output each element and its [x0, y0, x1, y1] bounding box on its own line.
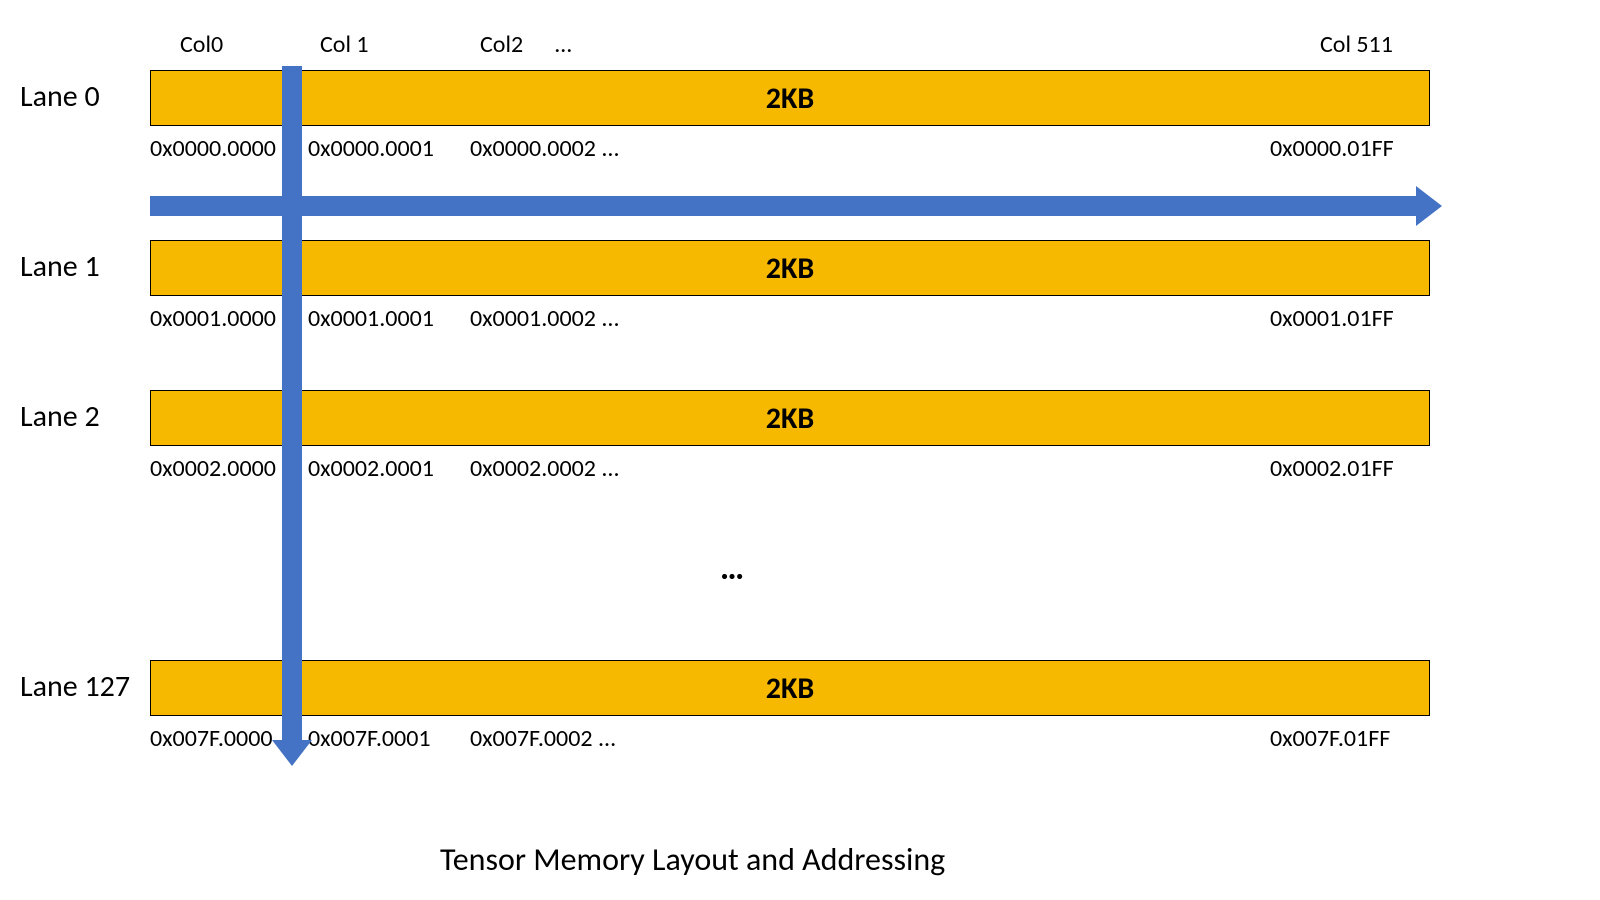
lane-bar-2: 2KB	[150, 390, 1430, 446]
col-header-ellipsis: …	[555, 30, 572, 59]
lane2-addr-last: 0x0002.01FF	[1270, 454, 1394, 483]
arrow-shaft	[150, 196, 1418, 216]
lane1-addr-0: 0x0001.0000	[150, 304, 276, 333]
lane-bar-1: 2KB	[150, 240, 1430, 296]
lane127-addr-1: 0x007F.0001	[308, 724, 431, 753]
arrow-right-icon	[1416, 186, 1442, 226]
lane1-addr-last: 0x0001.01FF	[1270, 304, 1394, 333]
lane-direction-arrow	[282, 66, 302, 764]
lane2-addr-1: 0x0002.0001	[308, 454, 434, 483]
lane127-addr-0: 0x007F.0000	[150, 724, 273, 753]
lane127-addr-2: 0x007F.0002 ...	[470, 724, 616, 753]
arrow-shaft	[282, 66, 302, 742]
lane127-addr-last: 0x007F.01FF	[1270, 724, 1390, 753]
lane0-addr-last: 0x0000.01FF	[1270, 134, 1394, 163]
col-header-511: Col 511	[1320, 30, 1393, 59]
lane-label-127: Lane 127	[20, 668, 130, 705]
lane0-addr-2: 0x0000.0002 ...	[470, 134, 620, 163]
column-direction-arrow	[150, 196, 1440, 216]
lane2-addr-2: 0x0002.0002 ...	[470, 454, 620, 483]
col-header-2: Col2	[480, 30, 523, 59]
col-header-0: Col0	[180, 30, 223, 59]
lane2-addr-0: 0x0002.0000	[150, 454, 276, 483]
lane-bar-127: 2KB	[150, 660, 1430, 716]
diagram-stage: { "title": "Tensor Memory Layout and Add…	[0, 0, 1600, 900]
lanes-ellipsis: …	[720, 548, 744, 589]
lane0-addr-0: 0x0000.0000	[150, 134, 276, 163]
lane-bar-0: 2KB	[150, 70, 1430, 126]
lane-label-1: Lane 1	[20, 248, 100, 285]
lane-label-0: Lane 0	[20, 78, 100, 115]
arrow-down-icon	[272, 740, 312, 766]
lane1-addr-1: 0x0001.0001	[308, 304, 434, 333]
lane-label-2: Lane 2	[20, 398, 100, 435]
diagram-title: Tensor Memory Layout and Addressing	[440, 840, 945, 879]
lane1-addr-2: 0x0001.0002 ...	[470, 304, 620, 333]
lane0-addr-1: 0x0000.0001	[308, 134, 434, 163]
col-header-1: Col 1	[320, 30, 369, 59]
